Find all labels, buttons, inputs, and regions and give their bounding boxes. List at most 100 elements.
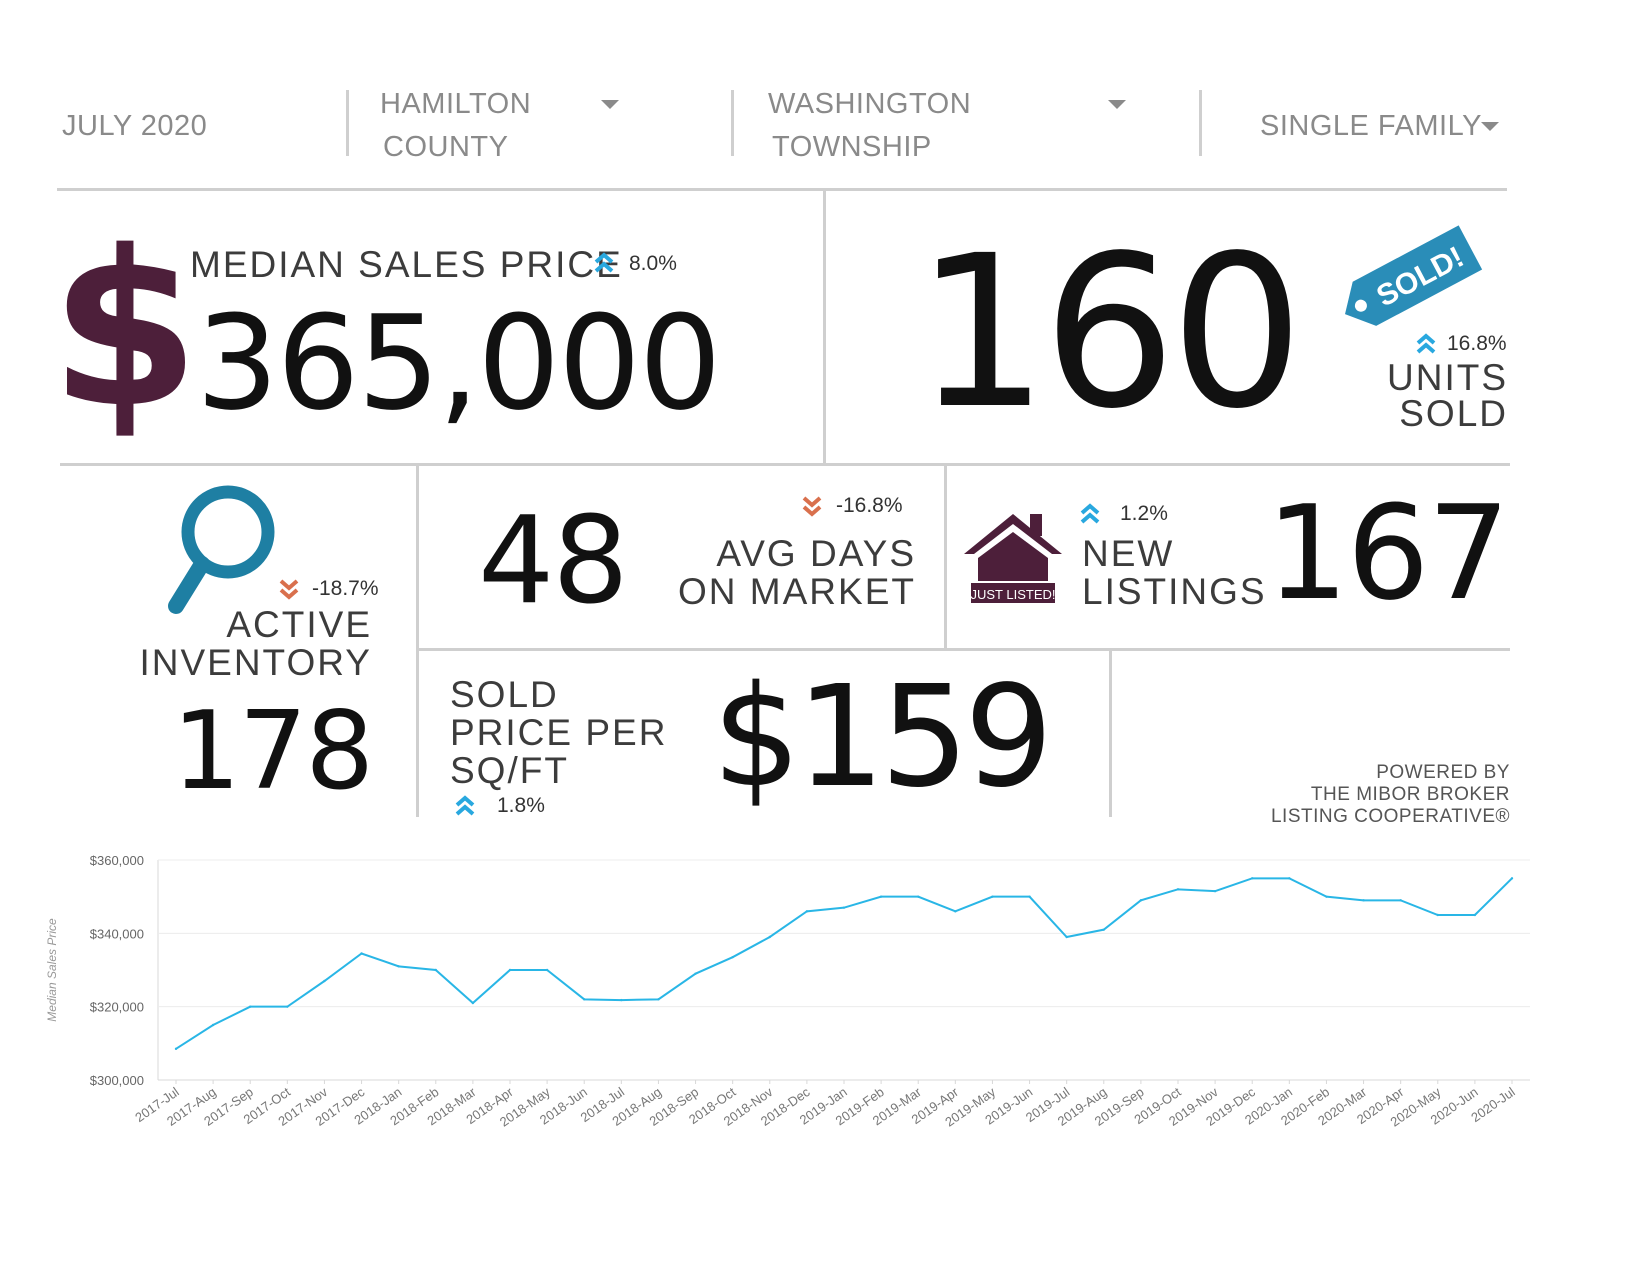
new-listings-label: NEW LISTINGS — [1082, 535, 1267, 611]
header-divider — [346, 90, 349, 156]
new-listings-label-line1: NEW — [1082, 533, 1175, 574]
data-point — [286, 1005, 289, 1008]
data-point — [805, 910, 809, 913]
chevron-down-icon — [1108, 100, 1126, 109]
y-tick-label: $300,000 — [90, 1073, 144, 1088]
avg-days-label-line2: ON MARKET — [678, 571, 916, 612]
avg-days-label: AVG DAYS ON MARKET — [660, 535, 916, 611]
y-tick-label: $320,000 — [90, 1000, 144, 1015]
data-point — [879, 895, 883, 898]
section-divider — [823, 190, 826, 464]
new-listings-change: 1.2% — [1120, 502, 1168, 525]
price-per-sqft-label-line3: SQ/FT — [450, 750, 569, 791]
data-point — [1065, 935, 1068, 939]
data-point — [1399, 899, 1402, 902]
section-divider — [57, 188, 1507, 191]
y-tick-label: $340,000 — [90, 926, 144, 941]
active-inventory-label-line2: INVENTORY — [139, 642, 372, 683]
chevron-double-up-icon — [455, 795, 475, 816]
house-sign-text: JUST LISTED! — [970, 587, 1055, 602]
median-sales-price-value: 365,000 — [196, 287, 722, 439]
active-inventory-value: 178 — [172, 689, 374, 814]
county-dropdown[interactable]: HAMILTON COUNTY — [380, 83, 630, 167]
data-point — [1213, 889, 1217, 893]
data-point — [360, 952, 363, 955]
data-point — [917, 895, 920, 898]
median-price-line-chart: $300,000 $320,000 $340,000 $360,000 Median S… — [45, 853, 1530, 1130]
avg-days-label-line1: AVG DAYS — [716, 533, 916, 574]
active-inventory-change: -18.7% — [312, 577, 379, 600]
section-divider — [60, 463, 1510, 466]
units-sold-label: UNITS SOLD — [1300, 357, 1508, 434]
data-point — [434, 968, 437, 972]
units-sold-label-line1: UNITS — [1387, 357, 1508, 398]
units-sold-value: 160 — [915, 210, 1304, 455]
chevron-down-icon — [601, 100, 619, 109]
date-label: JULY 2020 — [62, 110, 208, 142]
data-point — [731, 955, 734, 959]
township-dropdown[interactable]: WASHINGTON TOWNSHIP — [768, 83, 1138, 167]
dollar-icon: $ — [50, 204, 200, 455]
data-point — [174, 1047, 178, 1051]
avg-days-value: 48 — [478, 492, 629, 631]
chevron-double-up-icon — [1080, 503, 1100, 524]
data-point — [768, 935, 771, 939]
data-point — [471, 1001, 475, 1005]
date-filter: JULY 2020 — [62, 105, 207, 148]
house-icon: JUST LISTED! — [964, 514, 1062, 605]
units-sold-label-line2: SOLD — [1399, 393, 1508, 434]
data-point — [1473, 913, 1477, 917]
new-listings-label-line2: LISTINGS — [1082, 571, 1267, 612]
chevron-double-up-icon — [1416, 333, 1436, 354]
township-label-line2: TOWNSHIP — [772, 131, 932, 163]
active-inventory-label: ACTIVE INVENTORY — [120, 606, 372, 682]
powered-by-line2: THE MIBOR BROKER — [1310, 784, 1510, 805]
header-divider — [1199, 90, 1202, 156]
price-per-sqft-label-line1: SOLD — [450, 674, 559, 715]
data-point — [397, 965, 400, 968]
y-axis-label: Median Sales Price — [45, 918, 59, 1022]
data-point — [620, 998, 623, 1002]
data-point — [842, 906, 846, 909]
county-label-line1: HAMILTON — [380, 88, 532, 120]
data-point — [1510, 877, 1514, 880]
data-point — [657, 998, 660, 1001]
avg-days-change: -16.8% — [836, 494, 903, 517]
data-point — [545, 968, 549, 972]
chevron-double-down-icon — [279, 579, 299, 600]
data-point — [991, 895, 994, 898]
price-per-sqft-label: SOLD PRICE PER SQ/FT — [450, 676, 667, 790]
data-point — [1288, 877, 1291, 880]
active-inventory-label-line1: ACTIVE — [226, 604, 372, 645]
data-point — [1102, 928, 1105, 931]
powered-by: POWERED BY THE MIBOR BROKER LISTING COOP… — [1200, 762, 1510, 828]
powered-by-line1: POWERED BY — [1376, 762, 1510, 783]
powered-by-line3: LISTING COOPERATIVE® — [1270, 806, 1510, 827]
y-tick-label: $360,000 — [90, 853, 144, 868]
chevron-double-down-icon — [802, 496, 822, 517]
section-divider — [416, 465, 419, 817]
data-point — [1436, 913, 1439, 917]
data-point — [249, 1005, 252, 1008]
data-point — [694, 972, 697, 975]
median-sales-price-change: 8.0% — [629, 252, 677, 275]
data-point — [1139, 899, 1143, 902]
chevron-double-up-icon — [594, 252, 614, 273]
median-sales-price-label: MEDIAN SALES PRICE — [190, 244, 623, 285]
sold-tag-icon: SOLD! — [1345, 225, 1483, 326]
township-label-line1: WASHINGTON — [768, 88, 972, 120]
data-point — [1325, 895, 1328, 898]
section-divider — [418, 648, 1510, 651]
data-point — [1251, 877, 1254, 880]
property-type-dropdown[interactable]: SINGLE FAMILY — [1260, 105, 1505, 148]
magnifier-icon — [168, 485, 275, 614]
data-point — [954, 910, 957, 913]
new-listings-value: 167 — [1266, 477, 1510, 629]
section-divider — [1109, 650, 1112, 817]
price-per-sqft-label-line2: PRICE PER — [450, 712, 668, 753]
data-point — [323, 979, 326, 983]
price-per-sqft-value: $159 — [712, 656, 1053, 819]
units-sold-change: 16.8% — [1447, 332, 1507, 355]
price-per-sqft-change: 1.8% — [497, 794, 545, 817]
section-divider — [944, 465, 947, 649]
